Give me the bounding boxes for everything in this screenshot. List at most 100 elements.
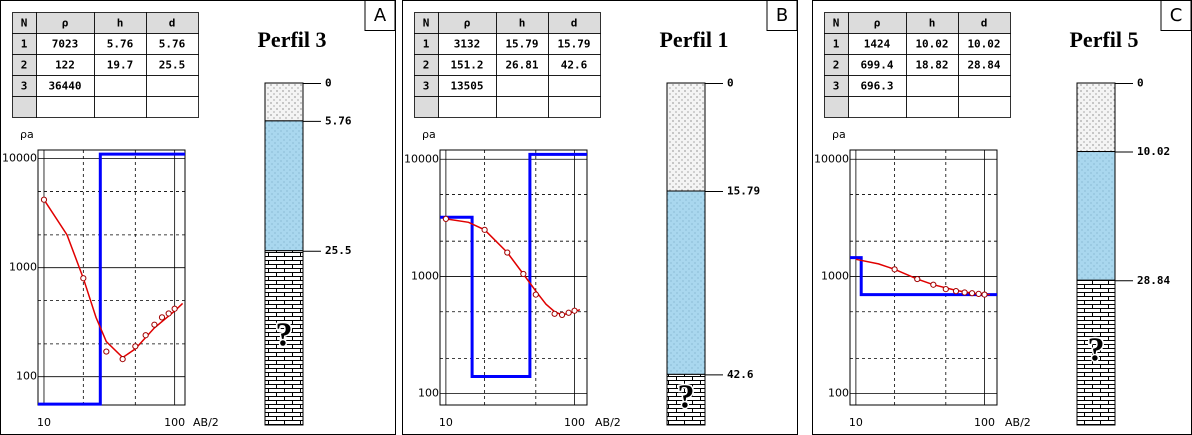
observed-point xyxy=(442,215,449,222)
table-cell xyxy=(146,96,199,118)
table-header: d xyxy=(571,17,578,30)
panel-letter: A xyxy=(374,5,387,26)
x-tick-label: 100 xyxy=(564,416,585,429)
table-value: 1 xyxy=(833,38,840,51)
table-cell xyxy=(824,96,849,118)
observed-point xyxy=(942,286,949,293)
table-cell xyxy=(414,96,439,118)
observed-point xyxy=(532,291,539,298)
table-value: 10.02 xyxy=(967,38,1000,51)
table-cell xyxy=(496,75,549,97)
table-cell xyxy=(958,96,1011,118)
series-line xyxy=(38,152,185,406)
table-header: ρ xyxy=(464,17,471,30)
table-cell xyxy=(94,75,147,97)
table-value: 696.3 xyxy=(860,80,893,93)
table-value: 15.79 xyxy=(557,38,590,51)
panel-letter-box xyxy=(364,0,396,31)
table-header: h xyxy=(117,17,124,30)
table-value: 122 xyxy=(55,59,75,72)
layer xyxy=(264,250,304,426)
depth-label: 0 xyxy=(1137,77,1144,90)
observed-point xyxy=(119,355,126,363)
observed-point xyxy=(914,275,921,283)
layer xyxy=(666,373,706,426)
table-cell xyxy=(906,96,959,118)
table-value: 18.82 xyxy=(915,59,948,72)
plot-area xyxy=(439,149,588,406)
table-value: 10.02 xyxy=(915,38,948,51)
table-value: 1 xyxy=(21,38,28,51)
table-value: 1 xyxy=(423,38,430,51)
table-header: d xyxy=(169,17,176,30)
depth-label: 42.6 xyxy=(727,368,754,381)
layer xyxy=(264,120,304,252)
x-axis-label: AB/2 xyxy=(595,416,621,429)
table-cell xyxy=(146,75,199,97)
table-value: 26.81 xyxy=(505,59,538,72)
table-value: 5.76 xyxy=(159,38,186,51)
table-value: 5.76 xyxy=(107,38,134,51)
layer xyxy=(1076,279,1116,426)
table-cell xyxy=(12,96,37,118)
x-tick-label: 100 xyxy=(974,416,995,429)
table-cell xyxy=(848,96,907,118)
depth-label: 0 xyxy=(727,77,734,90)
table-value: 25.5 xyxy=(159,59,186,72)
table-value: 3132 xyxy=(454,38,481,51)
table-cell xyxy=(496,96,549,118)
unknown-mark: ? xyxy=(276,317,293,354)
table-value: 699.4 xyxy=(860,59,893,72)
table-value: 36440 xyxy=(48,80,81,93)
panel-letter-box xyxy=(1160,0,1192,31)
table-cell xyxy=(958,75,1011,97)
observed-point xyxy=(520,270,527,278)
table-value: 3 xyxy=(423,80,430,93)
observed-point xyxy=(40,196,48,203)
table-value: 19.7 xyxy=(107,59,134,72)
table-header: h xyxy=(519,17,526,30)
depth-label: 25.5 xyxy=(325,244,352,257)
table-cell xyxy=(36,96,95,118)
layer xyxy=(1076,82,1116,153)
table-value: 2 xyxy=(833,59,840,72)
x-tick-label: 10 xyxy=(849,416,863,429)
table-value: 3 xyxy=(833,80,840,93)
observed-point xyxy=(975,290,982,297)
observed-point xyxy=(930,281,937,288)
layer xyxy=(1076,151,1116,281)
y-tick-label: 1000 xyxy=(411,269,439,282)
observed-point xyxy=(171,305,178,312)
table-header: N xyxy=(833,17,840,30)
observed-point xyxy=(981,291,988,298)
y-axis-label: ρa xyxy=(422,128,436,141)
table-value: 28.84 xyxy=(967,59,1000,72)
table-value: 3 xyxy=(21,80,28,93)
x-tick-label: 10 xyxy=(439,416,453,429)
observed-point xyxy=(158,314,166,321)
observed-point xyxy=(571,307,578,314)
y-tick-label: 100 xyxy=(418,387,439,400)
observed-point xyxy=(481,226,488,233)
observed-point xyxy=(551,310,558,317)
y-tick-label: 1000 xyxy=(9,261,37,274)
panel-letter-box xyxy=(766,0,798,31)
table-header: N xyxy=(423,17,430,30)
series-line xyxy=(850,256,997,297)
table-value: 2 xyxy=(21,59,28,72)
table-header: N xyxy=(21,17,28,30)
observed-point xyxy=(504,249,511,256)
table-value: 13505 xyxy=(450,80,483,93)
depth-label: 10.02 xyxy=(1137,145,1170,158)
panel-title: Perfil 1 xyxy=(659,27,728,52)
unknown-mark: ? xyxy=(1088,331,1105,368)
observed-point xyxy=(565,309,572,316)
series-line xyxy=(440,152,587,378)
y-tick-label: 10000 xyxy=(2,152,37,165)
observed-point xyxy=(80,275,87,282)
series-line xyxy=(43,199,184,359)
y-tick-label: 10000 xyxy=(404,152,439,165)
table-value: 42.6 xyxy=(561,59,588,72)
x-axis-label: AB/2 xyxy=(193,416,219,429)
